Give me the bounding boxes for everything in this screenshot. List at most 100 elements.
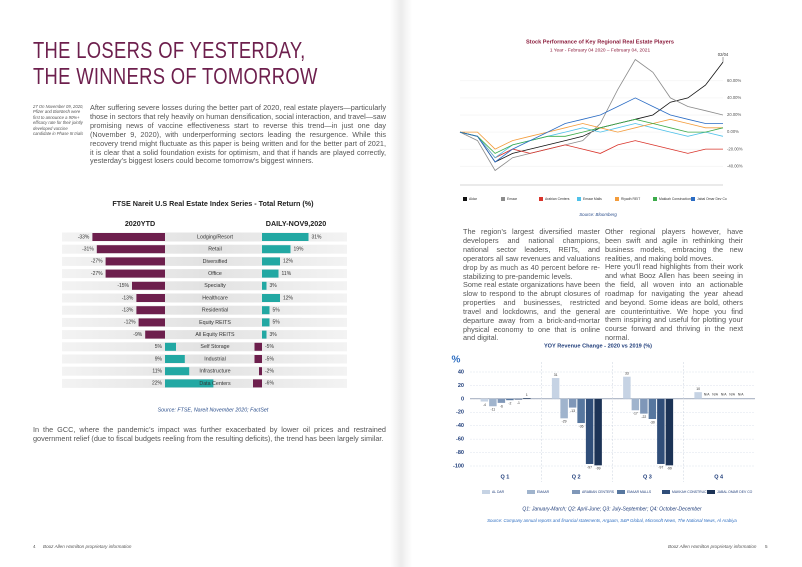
- y-tick-label: 40: [458, 369, 464, 375]
- legend-label: Arabian Centers: [545, 197, 570, 201]
- legend-swatch: [501, 197, 505, 201]
- value-label: -12%: [124, 320, 136, 326]
- bar: [262, 281, 267, 290]
- y-tick-label: -80: [456, 450, 464, 456]
- value-label: -97: [587, 465, 592, 469]
- bar: [648, 398, 657, 419]
- value-label: N/A: [721, 393, 727, 397]
- x-tick-label: Q4: [714, 474, 724, 480]
- bar: [585, 398, 594, 464]
- value-label: -13%: [122, 295, 134, 301]
- legend-label: Emaar Malls: [583, 197, 602, 201]
- bar: [262, 318, 270, 327]
- body-paragraph: Other regional players however, have bee…: [605, 227, 743, 263]
- legend-label: JABAL OMAR DEV CO: [717, 490, 753, 494]
- series-line: [459, 131, 723, 159]
- legend-label: Makkah Construction: [659, 197, 691, 201]
- y-tick-label: 40.00%: [727, 95, 741, 100]
- series-header: 2020YTD: [125, 219, 155, 228]
- value-label: -6: [500, 404, 503, 408]
- chart-title: Stock Performance of Key Regional Real E…: [526, 39, 674, 45]
- bar: [165, 379, 214, 388]
- legend-label: Emaar: [507, 197, 518, 201]
- row-band: [62, 342, 347, 352]
- row-band: [62, 244, 347, 254]
- bar: [92, 233, 165, 241]
- bar: [253, 379, 262, 388]
- value-label: N/A: [738, 393, 744, 397]
- bar: [480, 398, 489, 402]
- bar: [96, 245, 165, 254]
- value-label: 10: [696, 387, 700, 391]
- y-tick-label: -60: [456, 437, 464, 443]
- value-label: 11%: [282, 271, 292, 277]
- body-paragraph: Here you’ll read highlights from their w…: [605, 262, 743, 343]
- chart-note: Q1: January-March; Q2: April-June; Q3: J…: [522, 506, 702, 512]
- legend-label: Jabal Omar Dev Co: [697, 197, 727, 201]
- value-label: 31: [554, 373, 558, 377]
- bar: [594, 398, 602, 466]
- category-label: Self Storage: [200, 344, 229, 350]
- category-label: Infrastructure: [199, 369, 230, 375]
- category-label: Data Centers: [199, 381, 231, 387]
- bar: [497, 398, 506, 403]
- value-label: -1: [517, 401, 520, 405]
- value-label: -5%: [265, 344, 274, 350]
- category-label: Equity REITS: [199, 320, 231, 326]
- bar: [568, 398, 577, 408]
- legend-swatch: [539, 197, 543, 201]
- value-label: 22%: [152, 381, 163, 387]
- value-label: -15%: [117, 283, 129, 289]
- value-label: -27%: [91, 271, 103, 277]
- chart-source: Source: Bloomberg: [579, 212, 617, 217]
- value-label: -6%: [265, 381, 274, 387]
- legend-label: Riyadh REIT: [621, 197, 640, 201]
- legend-swatch: [482, 490, 490, 494]
- legend-swatch: [617, 490, 625, 494]
- bar: [262, 245, 291, 254]
- legend-label: AL DAR: [492, 490, 505, 494]
- value-label: 5%: [273, 320, 281, 326]
- bar: [262, 306, 270, 315]
- bar: [640, 398, 648, 414]
- value-label: -9%: [133, 332, 142, 338]
- legend-label: EMAAR: [537, 490, 550, 494]
- legend-swatch: [707, 490, 715, 494]
- value-label: N/A: [704, 393, 710, 397]
- legend-swatch: [615, 197, 619, 201]
- bar: [254, 342, 262, 351]
- legend-swatch: [653, 197, 657, 201]
- y-tick-label: 20: [458, 383, 464, 389]
- bar: [551, 378, 560, 399]
- value-label: 19%: [294, 247, 305, 253]
- value-label: 31%: [312, 234, 323, 240]
- category-label: Lodging/Resort: [197, 234, 233, 240]
- intro-paragraph: After suffering severe losses during the…: [90, 103, 386, 166]
- bar: [523, 398, 531, 399]
- value-label: -22: [641, 415, 646, 419]
- sidenote: 27 On November 09, 2020, Pfizer and BioN…: [33, 104, 84, 137]
- bar: [259, 367, 262, 376]
- y-tick-label: -100: [453, 463, 464, 469]
- value-label: 5%: [273, 308, 281, 314]
- row-band: [62, 354, 347, 364]
- legend-swatch: [463, 197, 467, 201]
- bar: [577, 398, 585, 424]
- row-band: [62, 269, 347, 279]
- chart-source: Source: Company annual reports and finan…: [487, 518, 737, 523]
- legend-swatch: [527, 490, 535, 494]
- body-paragraph: The region’s largest diversified master …: [463, 227, 600, 281]
- bar: [165, 342, 176, 351]
- bar: [138, 318, 165, 327]
- value-label: -11: [491, 408, 496, 412]
- page-number: 4: [33, 544, 36, 549]
- chart-title: FTSE Nareit U.S Real Estate Index Series…: [112, 199, 314, 208]
- bar: [105, 257, 165, 266]
- legend-swatch: [662, 490, 670, 494]
- value-label: -33%: [78, 234, 90, 240]
- x-tick-label: Q1: [500, 474, 510, 480]
- value-label: 1: [526, 393, 528, 397]
- bar: [132, 281, 165, 290]
